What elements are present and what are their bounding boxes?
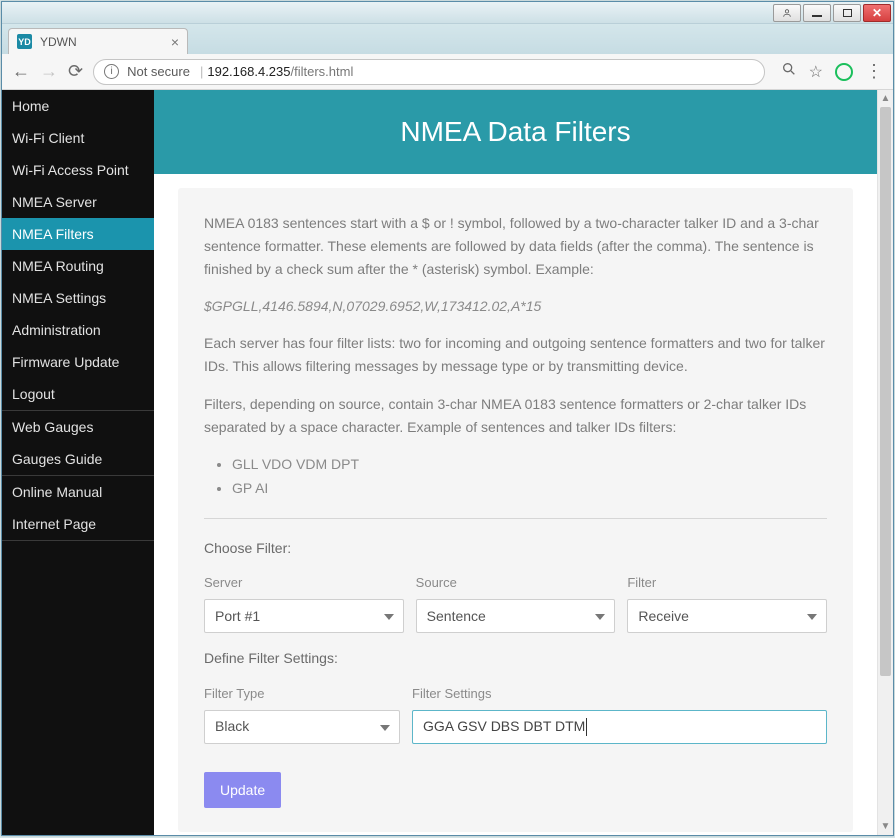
sidebar-item-nmea-routing[interactable]: NMEA Routing [2,250,154,282]
tab-title: YDWN [40,35,77,49]
sidebar-group-links: Online ManualInternet Page [2,476,154,541]
server-value: Port #1 [215,605,260,628]
url-path: /filters.html [291,64,354,79]
content-panel: NMEA 0183 sentences start with a $ or ! … [178,188,853,832]
sidebar-item-firmware-update[interactable]: Firmware Update [2,346,154,378]
scroll-down-icon[interactable]: ▼ [881,818,891,835]
filter-value: Receive [638,605,689,628]
intro-text-3: Filters, depending on source, contain 3-… [204,393,827,439]
window-titlebar: ✕ [2,2,893,24]
source-value: Sentence [427,605,486,628]
sidebar-group-gauges: Web GaugesGauges Guide [2,411,154,476]
minimize-button[interactable] [803,4,831,22]
define-filter-label: Define Filter Settings: [204,647,827,670]
list-item: GP AI [232,477,827,500]
server-select[interactable]: Port #1 [204,599,404,633]
sidebar-item-home[interactable]: Home [2,90,154,122]
sidebar-item-nmea-settings[interactable]: NMEA Settings [2,282,154,314]
list-item: GLL VDO VDM DPT [232,453,827,476]
sidebar: HomeWi-Fi ClientWi-Fi Access PointNMEA S… [2,90,154,835]
source-label: Source [416,572,616,593]
filter-settings-input[interactable]: GGA GSV DBS DBT DTM [412,710,827,744]
sidebar-item-web-gauges[interactable]: Web Gauges [2,411,154,443]
content-area: HomeWi-Fi ClientWi-Fi Access PointNMEA S… [2,90,893,835]
browser-toolbar: ← → ⟳ i Not secure | 192.168.4.235/filte… [2,54,893,90]
address-bar[interactable]: i Not secure | 192.168.4.235/filters.htm… [93,59,765,85]
browser-tabstrip: YD YDWN × [2,24,893,54]
not-secure-label: Not secure [127,64,190,79]
example-code: $GPGLL,4146.5894,N,07029.6952,W,173412.0… [204,298,541,314]
sidebar-item-logout[interactable]: Logout [2,378,154,410]
forward-button: → [40,61,58,82]
filter-select[interactable]: Receive [627,599,827,633]
browser-tab[interactable]: YD YDWN × [8,28,188,54]
main-content: NMEA Data Filters NMEA 0183 sentences st… [154,90,877,835]
server-label: Server [204,572,404,593]
sidebar-group-main: HomeWi-Fi ClientWi-Fi Access PointNMEA S… [2,90,154,411]
filter-settings-value: GGA GSV DBS DBT DTM [423,715,585,738]
filter-label: Filter [627,572,827,593]
filter-type-value: Black [215,715,249,738]
url-host: 192.168.4.235 [207,64,290,79]
update-button[interactable]: Update [204,772,281,808]
divider [204,518,827,519]
scrollbar-track[interactable] [878,107,893,818]
sidebar-item-wi-fi-client[interactable]: Wi-Fi Client [2,122,154,154]
intro-text-2: Each server has four filter lists: two f… [204,332,827,378]
favicon-icon: YD [17,34,32,49]
url-divider: | [200,64,203,79]
close-button[interactable]: ✕ [863,4,891,22]
menu-icon[interactable]: ⋮ [865,67,883,76]
sidebar-item-internet-page[interactable]: Internet Page [2,508,154,540]
intro-text-1: NMEA 0183 sentences start with a $ or ! … [204,212,827,281]
sidebar-item-nmea-filters[interactable]: NMEA Filters [2,218,154,250]
scroll-up-icon[interactable]: ▲ [881,90,891,107]
window-frame: ✕ YD YDWN × ← → ⟳ i Not secure | 192.168… [1,1,894,836]
filter-type-select[interactable]: Black [204,710,400,744]
zoom-icon[interactable] [781,61,797,82]
sidebar-item-wi-fi-access-point[interactable]: Wi-Fi Access Point [2,154,154,186]
site-info-icon[interactable]: i [104,64,119,79]
page-title: NMEA Data Filters [154,90,877,174]
sidebar-item-administration[interactable]: Administration [2,314,154,346]
maximize-button[interactable] [833,4,861,22]
user-icon[interactable] [773,4,801,22]
filter-settings-label: Filter Settings [412,683,827,704]
example-list: GLL VDO VDM DPTGP AI [232,453,827,500]
source-select[interactable]: Sentence [416,599,616,633]
sidebar-item-online-manual[interactable]: Online Manual [2,476,154,508]
sidebar-item-nmea-server[interactable]: NMEA Server [2,186,154,218]
text-caret [586,718,587,736]
vertical-scrollbar[interactable]: ▲ ▼ [877,90,893,835]
extension-icon[interactable] [835,63,853,81]
filter-type-label: Filter Type [204,683,400,704]
sidebar-item-gauges-guide[interactable]: Gauges Guide [2,443,154,475]
reload-button[interactable]: ⟳ [68,61,83,82]
tab-close-icon[interactable]: × [171,34,179,50]
back-button[interactable]: ← [12,61,30,82]
bookmark-star-icon[interactable]: ☆ [809,62,823,82]
choose-filter-label: Choose Filter: [204,537,827,560]
scrollbar-thumb[interactable] [880,107,891,676]
